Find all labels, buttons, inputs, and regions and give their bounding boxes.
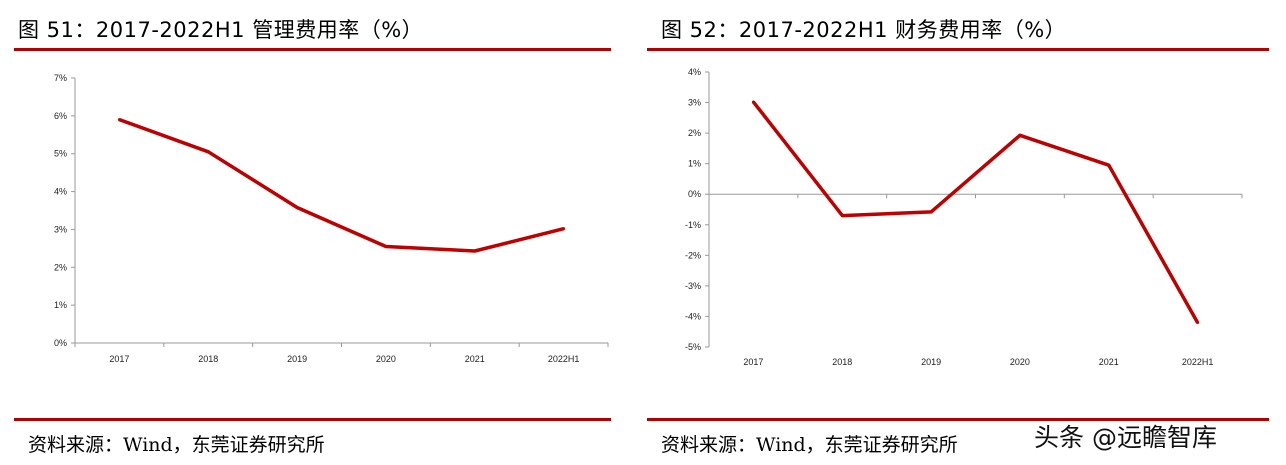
data-point xyxy=(562,227,566,231)
y-tick-label: 1% xyxy=(688,159,701,169)
finance-expense-line-chart: -5% -4% -3% -2% -1% 0% 1% 2% 3% 4% 2017 2018 2019 202… xyxy=(685,67,1243,367)
series-line xyxy=(752,100,1200,324)
data-point xyxy=(840,214,844,218)
x-tick-label: 2018 xyxy=(198,354,218,364)
y-tick-label: 0% xyxy=(688,189,701,199)
chart-title: 图 51：2017-2022H1 管理费用率（%） xyxy=(18,18,424,42)
chart-panel-admin-expense: 图 51：2017-2022H1 管理费用率（%） 0% 1% 2% 3% 4% 5% 6%… xyxy=(0,0,630,465)
watermark: 头条 @远瞻智库 xyxy=(1034,423,1217,452)
source-divider xyxy=(647,418,1269,421)
x-tick-label: 2021 xyxy=(465,354,485,364)
series-line xyxy=(118,117,565,253)
x-tick-label: 2021 xyxy=(1099,357,1119,367)
y-tick-label: 4% xyxy=(688,67,701,77)
data-point xyxy=(751,100,755,104)
x-tick-label: 2020 xyxy=(376,354,396,364)
source-note: 资料来源：Wind，东莞证券研究所 xyxy=(28,434,325,456)
source-note: 资料来源：Wind，东莞证券研究所 xyxy=(661,434,958,456)
y-tick-label: 2% xyxy=(54,262,67,272)
data-point xyxy=(206,150,210,154)
y-tick-label: 3% xyxy=(54,224,67,234)
y-tick-label: 5% xyxy=(54,149,67,159)
x-tick-label: 2019 xyxy=(921,357,941,367)
y-tick-label: -4% xyxy=(685,311,701,321)
y-tick-label: -1% xyxy=(685,220,701,230)
data-point xyxy=(1107,163,1111,167)
admin-expense-line-chart: 0% 1% 2% 3% 4% 5% 6% 7% 2017 2018 2019 2020 2021 2022… xyxy=(54,73,609,364)
y-tick-label: 0% xyxy=(54,338,67,348)
data-point xyxy=(1018,133,1022,137)
data-point xyxy=(117,118,121,122)
data-point xyxy=(929,210,933,214)
y-tick-label: 1% xyxy=(54,300,67,310)
title-divider xyxy=(647,48,1269,51)
x-tick-label: 2020 xyxy=(1010,357,1030,367)
title-divider xyxy=(14,48,611,51)
y-tick-label: -3% xyxy=(685,281,701,291)
data-point xyxy=(473,249,477,253)
y-tick-label: -2% xyxy=(685,250,701,260)
y-tick-label: 3% xyxy=(688,98,701,108)
y-tick-label: 2% xyxy=(688,128,701,138)
chart-title: 图 52：2017-2022H1 财务费用率（%） xyxy=(661,18,1067,42)
data-point xyxy=(295,205,299,209)
x-tick-label: 2018 xyxy=(832,357,852,367)
x-tick-label: 2017 xyxy=(743,357,763,367)
y-tick-label: -5% xyxy=(685,342,701,352)
y-tick-label: 7% xyxy=(54,73,67,83)
data-point xyxy=(384,244,388,248)
y-tick-label: 4% xyxy=(54,187,67,197)
x-tick-label: 2022H1 xyxy=(1182,357,1214,367)
data-point xyxy=(1196,321,1200,325)
chart-panel-finance-expense: 图 52：2017-2022H1 财务费用率（%） -5% -4% -3% -2% -1… xyxy=(645,0,1286,465)
x-tick-label: 2017 xyxy=(109,354,129,364)
x-tick-label: 2022H1 xyxy=(548,354,580,364)
x-tick-label: 2019 xyxy=(287,354,307,364)
source-divider xyxy=(14,418,611,421)
y-tick-label: 6% xyxy=(54,111,67,121)
